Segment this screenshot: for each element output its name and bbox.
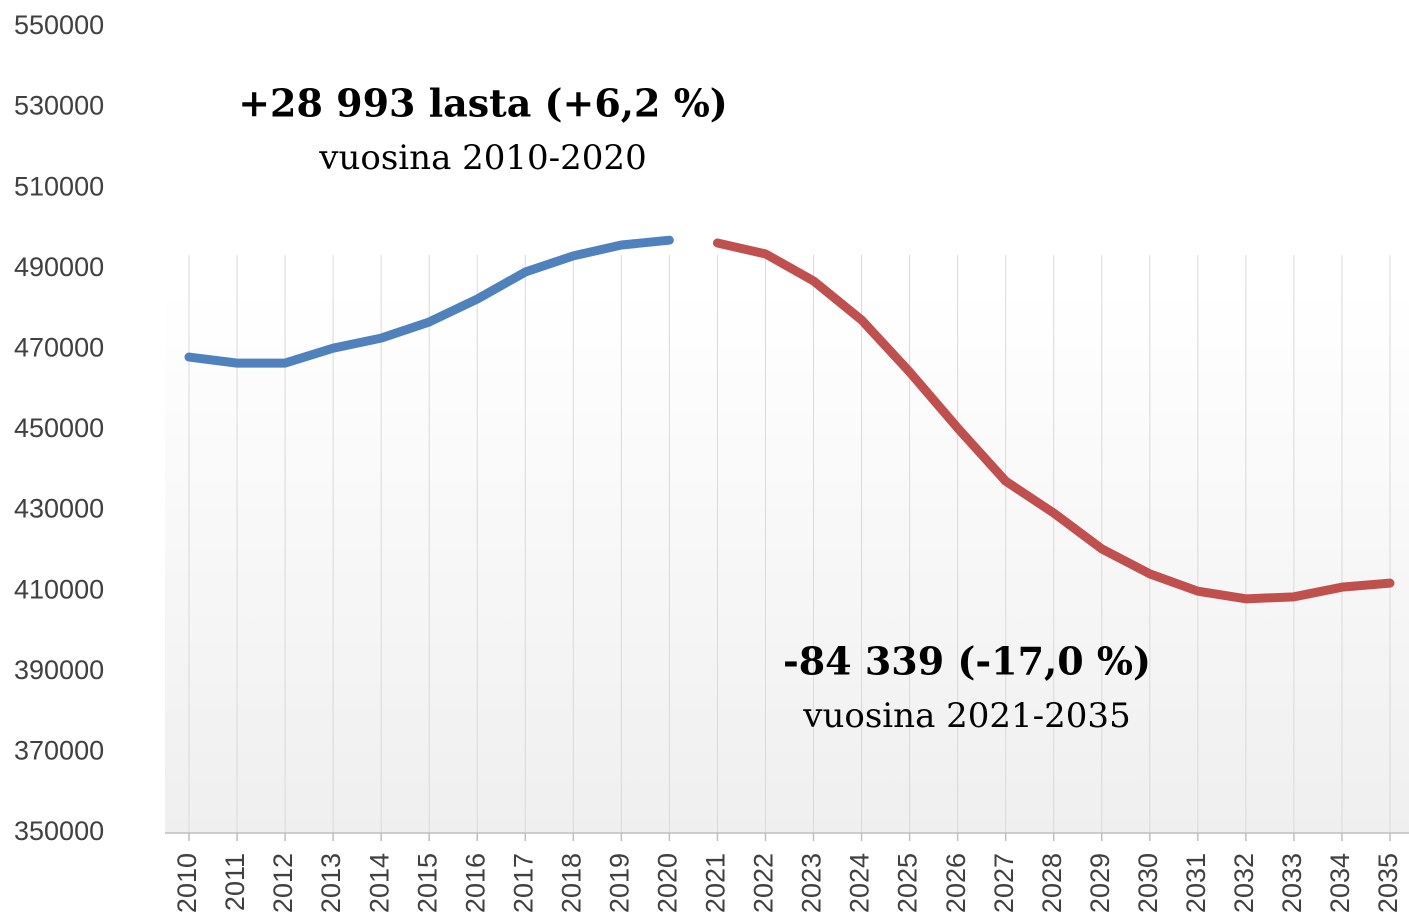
y-tick-label: 510000 — [14, 171, 104, 201]
y-tick-label: 450000 — [14, 413, 104, 443]
x-tick-label: 2026 — [941, 853, 971, 913]
x-tick-label: 2011 — [220, 853, 250, 911]
x-tick-label: 2013 — [316, 853, 346, 913]
x-tick-label: 2017 — [508, 853, 538, 913]
y-tick-label: 470000 — [14, 333, 104, 363]
x-tick-label: 2034 — [1325, 853, 1355, 913]
y-tick-label: 490000 — [14, 252, 104, 282]
line-series — [712, 238, 1395, 604]
y-tick-label: 370000 — [14, 736, 104, 766]
x-tick-label: 2010 — [172, 853, 202, 913]
x-tick-label: 2025 — [893, 853, 923, 913]
x-tick-label: 2035 — [1373, 853, 1403, 913]
x-tick-label: 2031 — [1181, 853, 1211, 913]
annotation-title: -84 339 (-17,0 %) — [783, 639, 1151, 684]
y-tick-label: 350000 — [14, 816, 104, 846]
x-tick-label: 2015 — [412, 853, 442, 913]
x-tick-label: 2030 — [1133, 853, 1163, 913]
annotation-text: vuosina 2010-2020 — [318, 138, 646, 178]
x-tick-label: 2020 — [653, 853, 683, 913]
x-tick-label: 2021 — [701, 853, 731, 913]
x-tick-label: 2012 — [268, 853, 298, 913]
y-tick-label: 390000 — [14, 655, 104, 685]
x-tick-label: 2014 — [364, 853, 394, 913]
x-tick-label: 2022 — [749, 853, 779, 913]
y-tick-label: 430000 — [14, 494, 104, 524]
x-tick-label: 2033 — [1277, 853, 1307, 913]
y-tick-label: 550000 — [14, 10, 104, 40]
x-tick-label: 2029 — [1085, 853, 1115, 913]
x-tick-label: 2018 — [556, 853, 586, 913]
x-tick-label: 2032 — [1229, 853, 1259, 913]
x-tick-label: 2027 — [989, 853, 1019, 913]
x-tick-label: 2016 — [460, 853, 490, 913]
x-tick-label: 2024 — [845, 853, 875, 913]
annotation-text: vuosina 2021-2035 — [802, 696, 1130, 736]
x-tick-label: 2028 — [1037, 853, 1067, 913]
x-tick-label: 2019 — [604, 853, 634, 913]
y-tick-label: 410000 — [14, 574, 104, 604]
annotation-title: +28 993 lasta (+6,2 %) — [238, 81, 728, 126]
x-tick-label: 2023 — [797, 853, 827, 913]
y-tick-label: 530000 — [14, 91, 104, 121]
plot-background — [165, 290, 1409, 833]
line-series — [184, 235, 674, 368]
